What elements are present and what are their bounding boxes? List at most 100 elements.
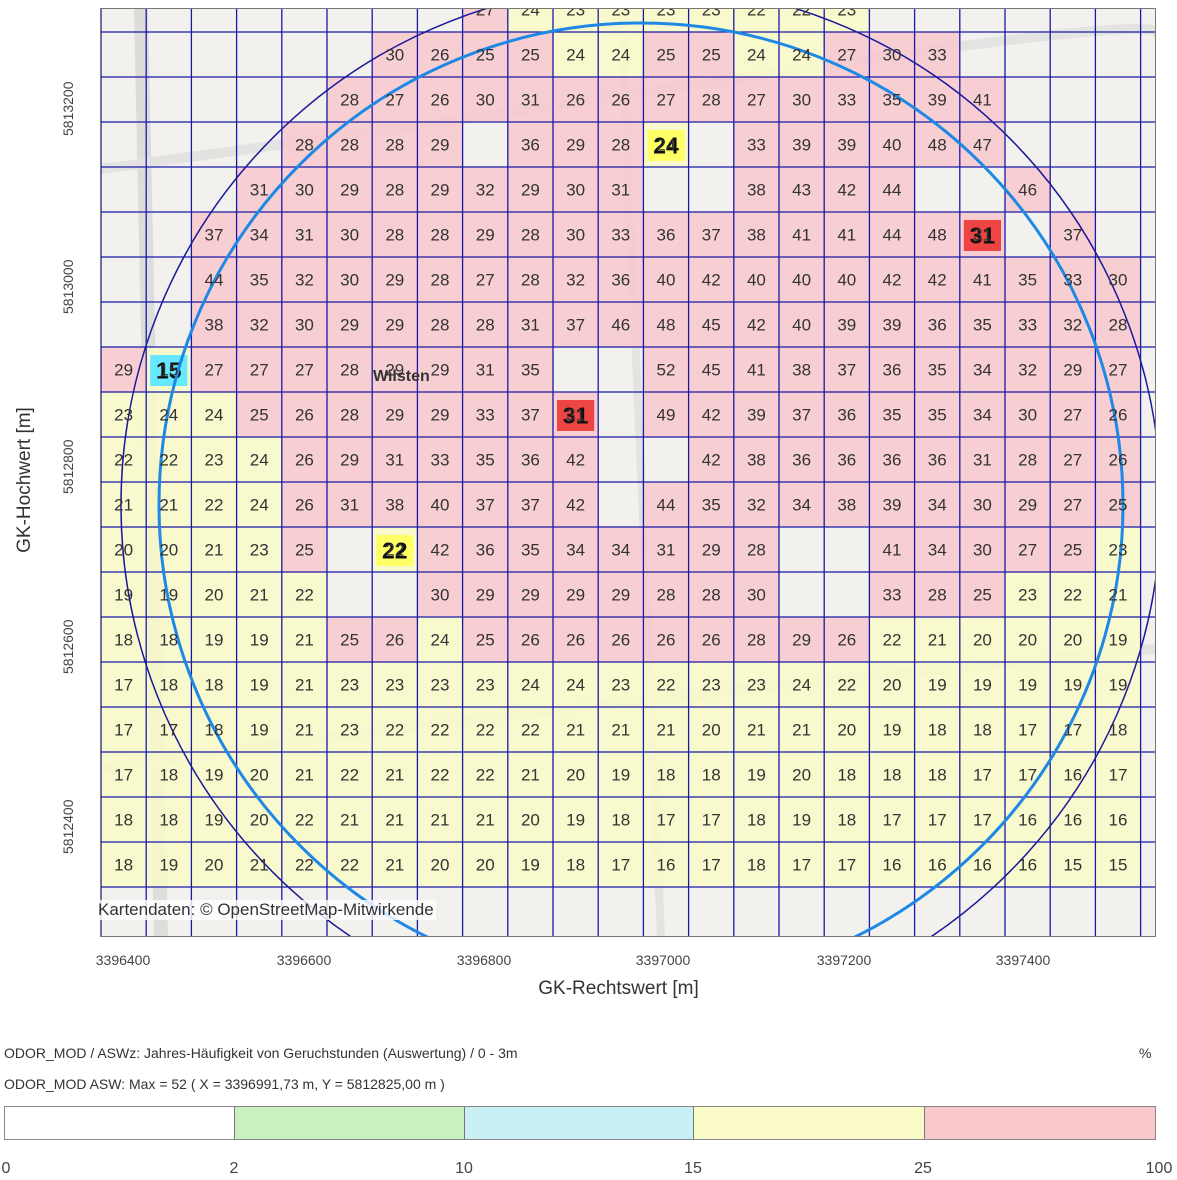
grid-cell — [643, 527, 689, 572]
grid-cell — [236, 167, 282, 212]
grid-value: 16 — [657, 856, 676, 875]
grid-value: 42 — [883, 271, 902, 290]
grid-value: 35 — [973, 316, 992, 335]
grid-value: 23 — [702, 676, 721, 695]
grid-cell — [598, 527, 644, 572]
x-tick-label: 3397200 — [816, 952, 872, 968]
grid-value: 19 — [747, 766, 766, 785]
grid-cell — [191, 842, 237, 887]
grid-value: 22 — [295, 586, 314, 605]
grid-cell — [779, 257, 825, 302]
grid-value: 25 — [1109, 496, 1128, 515]
odour-grid-map[interactable]: 24 31 15 31 22 27 24 23 23 23 23 22 22 23 30 26 25 25 24 24… — [101, 9, 1155, 936]
grid-cell — [643, 257, 689, 302]
grid-value: 45 — [702, 316, 721, 335]
grid-cell — [733, 167, 779, 212]
grid-value: 20 — [837, 721, 856, 740]
grid-cell — [507, 572, 553, 617]
grid-value: 36 — [928, 316, 947, 335]
grid-cell — [1050, 752, 1096, 797]
grid-cell — [824, 482, 870, 527]
grid-cell — [1095, 752, 1141, 797]
grid-value: 48 — [928, 136, 947, 155]
grid-cell — [1050, 437, 1096, 482]
legend-title: ODOR_MOD / ASWz: Jahres-Häufigkeit von G… — [4, 1045, 518, 1061]
grid-value: 24 — [566, 46, 585, 65]
grid-cell — [417, 662, 463, 707]
grid-cell — [824, 662, 870, 707]
grid-value: 21 — [611, 721, 630, 740]
grid-cell — [191, 797, 237, 842]
grid-cell — [914, 797, 960, 842]
grid-value: 23 — [566, 9, 585, 20]
grid-cell — [779, 392, 825, 437]
legend-unit: % — [1139, 1045, 1152, 1061]
highlight-cell-box — [557, 400, 595, 431]
map-panel[interactable]: 24 31 15 31 22 27 24 23 23 23 23 22 22 23 30 26 25 25 24 24… — [100, 8, 1156, 937]
grid-cell — [779, 167, 825, 212]
grid-value: 24 — [205, 406, 224, 425]
grid-value: 34 — [973, 406, 992, 425]
grid-cell — [688, 752, 734, 797]
grid-value: 16 — [1063, 811, 1082, 830]
grid-value: 29 — [792, 631, 811, 650]
grid-cell — [101, 482, 147, 527]
grid-cell — [507, 437, 553, 482]
grid-value: 15 — [1109, 856, 1128, 875]
grid-value: 48 — [657, 316, 676, 335]
grid-cell — [779, 32, 825, 77]
grid-cell — [779, 482, 825, 527]
evaluation-circle-inner — [120, 9, 1155, 936]
grid-value: 17 — [1063, 721, 1082, 740]
grid-value: 28 — [431, 271, 450, 290]
grid-cell — [372, 257, 418, 302]
grid-cell — [643, 752, 689, 797]
grid-value: 17 — [114, 721, 133, 740]
grid-cell — [959, 122, 1005, 167]
grid-cell — [824, 347, 870, 392]
grid-cell — [417, 392, 463, 437]
grid-value: 17 — [114, 676, 133, 695]
grid-cell — [643, 617, 689, 662]
grid-value: 28 — [657, 586, 676, 605]
grid-cell — [236, 662, 282, 707]
grid-cell — [417, 842, 463, 887]
grid-cell — [236, 707, 282, 752]
grid-cell — [824, 77, 870, 122]
grid-value: 31 — [340, 496, 359, 515]
grid-value: 36 — [837, 406, 856, 425]
grid-cell — [869, 842, 915, 887]
grid-value: 18 — [114, 631, 133, 650]
grid-cell — [281, 392, 327, 437]
y-tick-label: 5812400 — [60, 799, 76, 854]
grid-value: 20 — [1018, 631, 1037, 650]
grid-cell — [372, 212, 418, 257]
grid-cell — [1050, 617, 1096, 662]
grid-cell — [417, 32, 463, 77]
grid-cell — [733, 437, 779, 482]
grid-value: 17 — [837, 856, 856, 875]
grid-cell — [688, 302, 734, 347]
grid-cell — [643, 9, 689, 32]
grid-value: 21 — [295, 721, 314, 740]
grid-cell — [959, 617, 1005, 662]
grid-value: 28 — [747, 541, 766, 560]
grid-value: 44 — [883, 226, 902, 245]
grid-cell — [959, 437, 1005, 482]
grid-cell — [417, 437, 463, 482]
grid-cell — [688, 662, 734, 707]
grid-cell — [507, 752, 553, 797]
grid-value: 25 — [476, 631, 495, 650]
grid-value: 40 — [837, 271, 856, 290]
grid-value: 42 — [431, 541, 450, 560]
grid-cell — [733, 212, 779, 257]
grid-cells — [101, 9, 1141, 887]
grid-value: 26 — [611, 631, 630, 650]
grid-value: 25 — [702, 46, 721, 65]
grid-value: 29 — [1063, 361, 1082, 380]
grid-cell — [959, 257, 1005, 302]
grid-cell — [688, 437, 734, 482]
grid-cell — [869, 167, 915, 212]
grid-value: 20 — [205, 856, 224, 875]
grid-cell — [372, 842, 418, 887]
